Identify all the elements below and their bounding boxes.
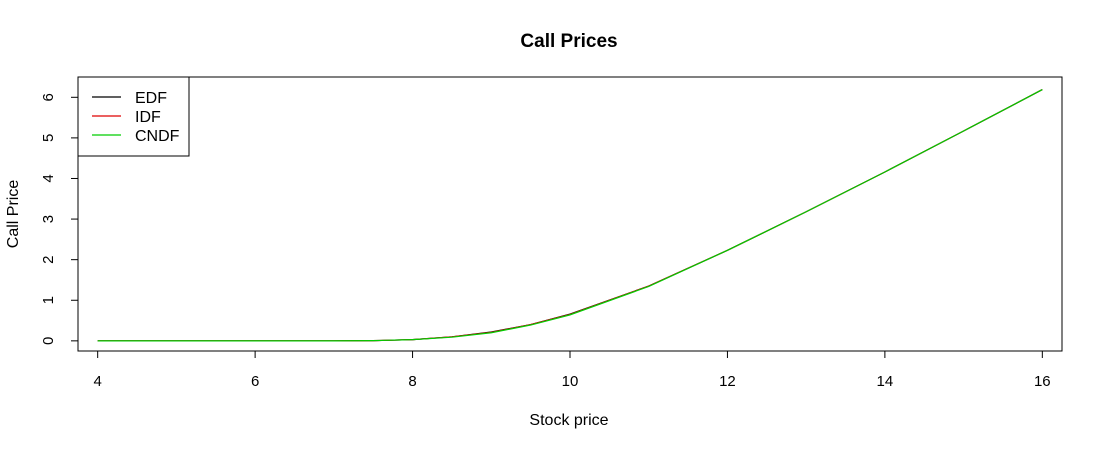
x-axis: 4 6 8 10 12 14 16 bbox=[94, 350, 1051, 390]
x-tick-label: 6 bbox=[251, 373, 259, 390]
y-tick-label: 0 bbox=[40, 337, 57, 345]
y-tick-label: 2 bbox=[40, 255, 57, 263]
x-tick-label: 14 bbox=[877, 373, 894, 390]
x-tick-label: 16 bbox=[1034, 373, 1051, 390]
legend-label-cndf: CNDF bbox=[135, 128, 180, 145]
x-tick-label: 4 bbox=[94, 373, 102, 390]
x-axis-label: Stock price bbox=[529, 412, 608, 429]
chart-title: Call Prices bbox=[520, 31, 617, 52]
legend-label-edf: EDF bbox=[135, 90, 167, 107]
series-line-edf bbox=[97, 89, 1043, 342]
series-line-cndf bbox=[97, 89, 1043, 342]
y-axis-label: Call Price bbox=[5, 180, 22, 249]
x-tick-label: 10 bbox=[562, 373, 579, 390]
y-tick-label: 5 bbox=[40, 134, 57, 142]
plot-frame bbox=[77, 76, 1063, 352]
y-tick-label: 1 bbox=[40, 296, 57, 304]
series-layer bbox=[97, 89, 1043, 342]
series-line-idf bbox=[97, 89, 1043, 342]
y-tick-label: 6 bbox=[40, 93, 57, 101]
y-tick-label: 4 bbox=[40, 174, 57, 182]
x-tick-label: 12 bbox=[719, 373, 736, 390]
x-tick-label: 8 bbox=[408, 373, 416, 390]
legend-label-idf: IDF bbox=[135, 109, 161, 126]
y-tick-label: 3 bbox=[40, 215, 57, 223]
y-axis: 0 1 2 3 4 5 6 bbox=[40, 93, 79, 345]
legend: EDF IDF CNDF bbox=[77, 76, 190, 157]
